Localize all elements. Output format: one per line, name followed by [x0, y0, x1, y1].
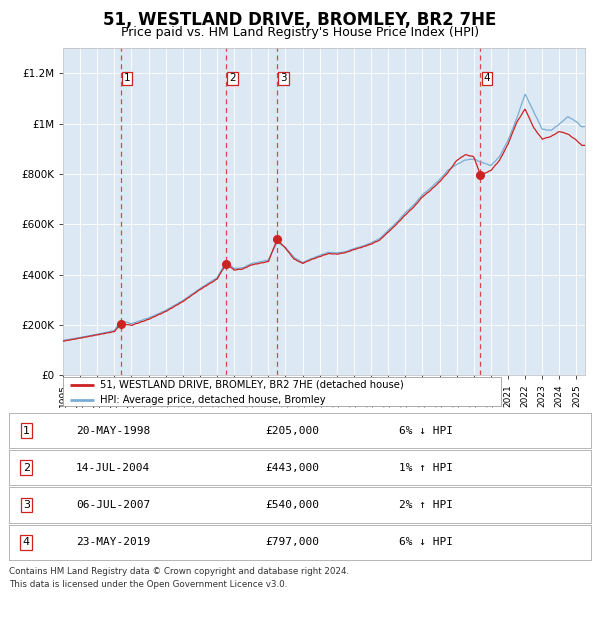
Text: Contains HM Land Registry data © Crown copyright and database right 2024.
This d: Contains HM Land Registry data © Crown c… — [9, 567, 349, 589]
Text: £443,000: £443,000 — [265, 463, 319, 473]
Text: 4: 4 — [23, 537, 30, 547]
Text: 1% ↑ HPI: 1% ↑ HPI — [399, 463, 453, 473]
Text: 4: 4 — [484, 73, 490, 84]
Text: 06-JUL-2007: 06-JUL-2007 — [76, 500, 150, 510]
Text: 2% ↑ HPI: 2% ↑ HPI — [399, 500, 453, 510]
Text: 3: 3 — [23, 500, 30, 510]
Text: 1: 1 — [23, 425, 30, 436]
Text: 51, WESTLAND DRIVE, BROMLEY, BR2 7HE: 51, WESTLAND DRIVE, BROMLEY, BR2 7HE — [103, 11, 497, 29]
Text: £205,000: £205,000 — [265, 425, 319, 436]
Text: 2: 2 — [229, 73, 236, 84]
Text: 1: 1 — [124, 73, 131, 84]
Text: 6% ↓ HPI: 6% ↓ HPI — [399, 425, 453, 436]
Text: 51, WESTLAND DRIVE, BROMLEY, BR2 7HE (detached house): 51, WESTLAND DRIVE, BROMLEY, BR2 7HE (de… — [100, 380, 404, 390]
Text: Price paid vs. HM Land Registry's House Price Index (HPI): Price paid vs. HM Land Registry's House … — [121, 26, 479, 39]
Text: £540,000: £540,000 — [265, 500, 319, 510]
Text: 20-MAY-1998: 20-MAY-1998 — [76, 425, 150, 436]
Text: £797,000: £797,000 — [265, 537, 319, 547]
Text: 14-JUL-2004: 14-JUL-2004 — [76, 463, 150, 473]
Text: HPI: Average price, detached house, Bromley: HPI: Average price, detached house, Brom… — [100, 395, 326, 405]
Text: 2: 2 — [23, 463, 30, 473]
Text: 3: 3 — [280, 73, 287, 84]
Text: 6% ↓ HPI: 6% ↓ HPI — [399, 537, 453, 547]
Text: 23-MAY-2019: 23-MAY-2019 — [76, 537, 150, 547]
